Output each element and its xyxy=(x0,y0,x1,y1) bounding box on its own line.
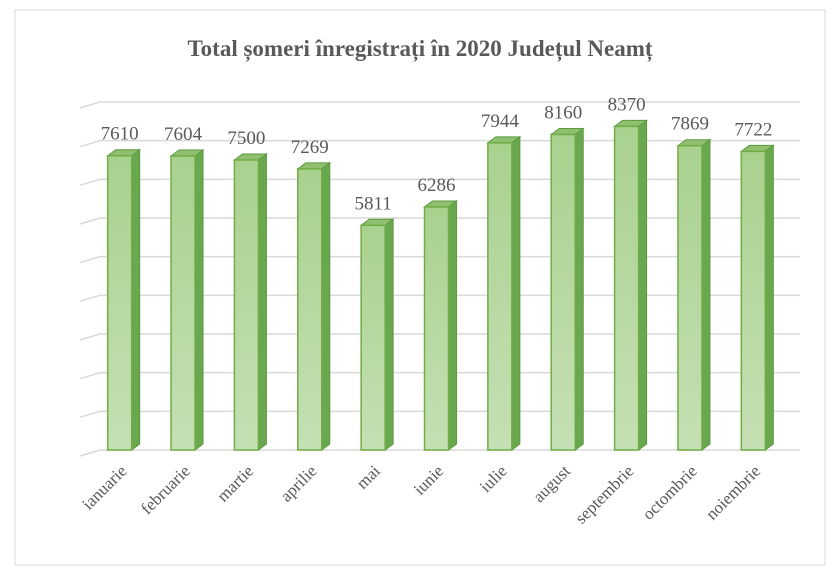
bar-front xyxy=(170,155,196,451)
bar-side xyxy=(574,127,584,451)
bar-front xyxy=(233,159,260,451)
data-label: 7944 xyxy=(481,111,520,132)
data-label: 7869 xyxy=(671,114,709,135)
bar-side xyxy=(384,218,394,451)
data-label: 7610 xyxy=(101,124,139,145)
bar-side xyxy=(257,153,267,451)
grid-line xyxy=(79,101,800,109)
bar-front xyxy=(740,150,767,451)
data-label: 7269 xyxy=(291,137,329,158)
bar xyxy=(549,127,585,451)
bar xyxy=(739,144,775,451)
data-label: 7604 xyxy=(164,124,203,145)
bar-side xyxy=(511,135,521,451)
bar-front xyxy=(423,206,450,451)
bar-side xyxy=(131,148,141,451)
bar-front xyxy=(297,168,323,451)
bar-front xyxy=(550,133,576,451)
bar-front xyxy=(487,142,513,451)
bar-side xyxy=(638,119,648,451)
bar-side xyxy=(701,138,711,451)
bar-front xyxy=(360,224,386,451)
bar-side xyxy=(448,199,457,451)
bar-side xyxy=(321,161,331,451)
data-label: 8370 xyxy=(608,94,646,115)
bar xyxy=(359,218,395,451)
bar xyxy=(486,135,522,451)
bar xyxy=(106,148,142,451)
bar xyxy=(169,148,205,451)
data-label: 7722 xyxy=(734,119,772,140)
bar xyxy=(613,119,649,451)
bar-front xyxy=(613,125,640,451)
bar xyxy=(232,153,268,451)
bar-front xyxy=(106,154,133,451)
data-label: 6286 xyxy=(418,175,456,196)
data-label: 5811 xyxy=(354,193,391,214)
bar xyxy=(676,138,712,451)
data-label: 8160 xyxy=(544,102,582,123)
data-label: 7500 xyxy=(227,128,265,149)
bar-side xyxy=(194,148,204,451)
bar xyxy=(296,161,332,451)
bar-front xyxy=(677,144,703,451)
bar-side xyxy=(764,144,774,451)
chart-title: Total șomeri înregistrați în 2020 Județu… xyxy=(187,36,652,62)
bar xyxy=(423,199,458,451)
